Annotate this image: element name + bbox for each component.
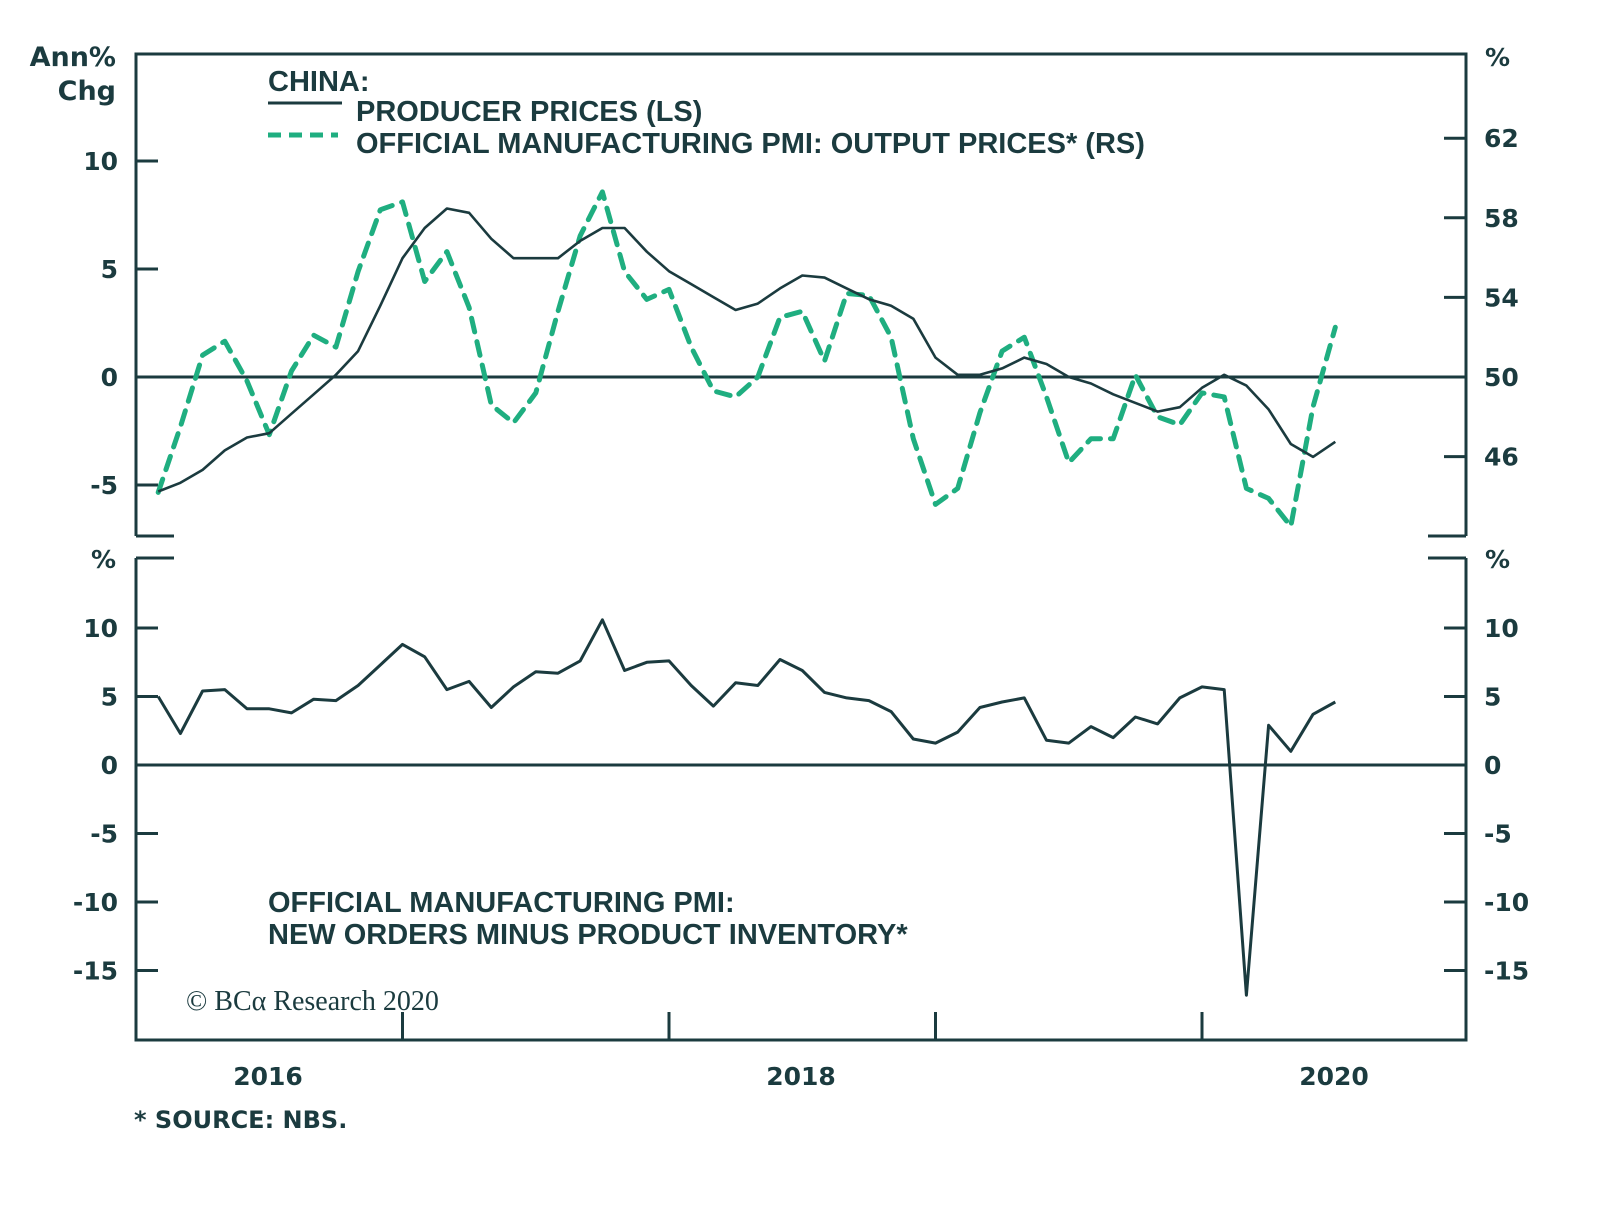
top-left-axis-tick-label: -5 [90, 471, 118, 500]
top-right-axis-tick-label: 46 [1484, 443, 1519, 472]
top-right-axis-unit: % [1485, 43, 1510, 72]
top-left-axis-unit-line2: Chg [58, 76, 116, 107]
top-left-axis-unit-line1: Ann% [30, 42, 116, 73]
top-left-axis-tick-label: 5 [101, 255, 118, 284]
top-panel-frame [134, 52, 1468, 538]
bottom-left-axis-tick-label: -15 [73, 957, 118, 986]
top-right-axis-tick-label: 62 [1484, 124, 1519, 153]
bottom-left-axis-tick-label: 10 [83, 614, 118, 643]
top-left-axis: 10 5 0 -5 [83, 147, 158, 500]
series-layer [155, 189, 1338, 997]
bottom-left-axis: 10 5 0 -5 -10 -15 [73, 614, 158, 986]
bottom-panel-frame [134, 556, 1468, 1042]
bottom-panel-border [134, 558, 1468, 1042]
bottom-left-axis-tick-label: 5 [101, 683, 118, 712]
bottom-left-axis-tick-label: 0 [101, 751, 118, 780]
bottom-panel-title: OFFICIAL MANUFACTURING PMI: [268, 887, 735, 919]
x-axis-year-ticks [401, 1012, 1204, 1040]
bottom-right-axis-tick-label: -5 [1484, 820, 1512, 849]
top-right-axis-tick-label: 54 [1484, 283, 1519, 312]
bottom-right-axis-tick-label: 0 [1484, 751, 1501, 780]
bottom-right-axis-tick-label: 5 [1484, 683, 1501, 712]
credit-text: © BCα Research 2020 [186, 986, 439, 1017]
pmi-output-prices-line [155, 189, 1338, 529]
top-left-axis-tick-label: 10 [83, 147, 118, 176]
bottom-right-axis-tick-label: -15 [1484, 957, 1529, 986]
bottom-panel-subtitle: NEW ORDERS MINUS PRODUCT INVENTORY* [268, 919, 908, 951]
x-tick-label-2020: 2020 [1299, 1062, 1369, 1091]
producer-prices-line [157, 207, 1337, 493]
bottom-left-axis-tick-label: -10 [73, 888, 118, 917]
legend-item-producer-prices: PRODUCER PRICES (LS) [356, 96, 702, 128]
source-note: * SOURCE: NBS. [134, 1106, 347, 1134]
legend: CHINA: PRODUCER PRICES (LS) OFFICIAL MAN… [268, 66, 1145, 160]
top-right-axis: 62 58 54 50 46 [1444, 124, 1519, 472]
bottom-right-axis-tick-label: 10 [1484, 614, 1519, 643]
bottom-right-axis: 10 5 0 -5 -10 -15 [1444, 614, 1529, 986]
bottom-left-axis-tick-label: -5 [90, 820, 118, 849]
x-tick-label-2018: 2018 [766, 1062, 836, 1091]
new-orders-minus-inventory-line [156, 618, 1337, 997]
top-right-axis-tick-label: 58 [1484, 204, 1519, 233]
legend-title: CHINA: [268, 66, 370, 98]
new-orders-minus-inventory-series [156, 618, 1337, 997]
bottom-left-axis-unit: % [91, 545, 116, 574]
producer-prices-series [157, 207, 1337, 493]
bottom-right-axis-unit: % [1485, 545, 1510, 574]
top-panel-border [134, 52, 1468, 536]
pmi-output-prices-series [155, 189, 1338, 529]
top-left-axis-tick-label: 0 [101, 363, 118, 392]
legend-item-pmi-output-prices: OFFICIAL MANUFACTURING PMI: OUTPUT PRICE… [356, 128, 1145, 160]
bottom-right-axis-tick-label: -10 [1484, 888, 1529, 917]
x-tick-label-2016: 2016 [233, 1062, 303, 1091]
top-right-axis-tick-label: 50 [1484, 363, 1519, 392]
